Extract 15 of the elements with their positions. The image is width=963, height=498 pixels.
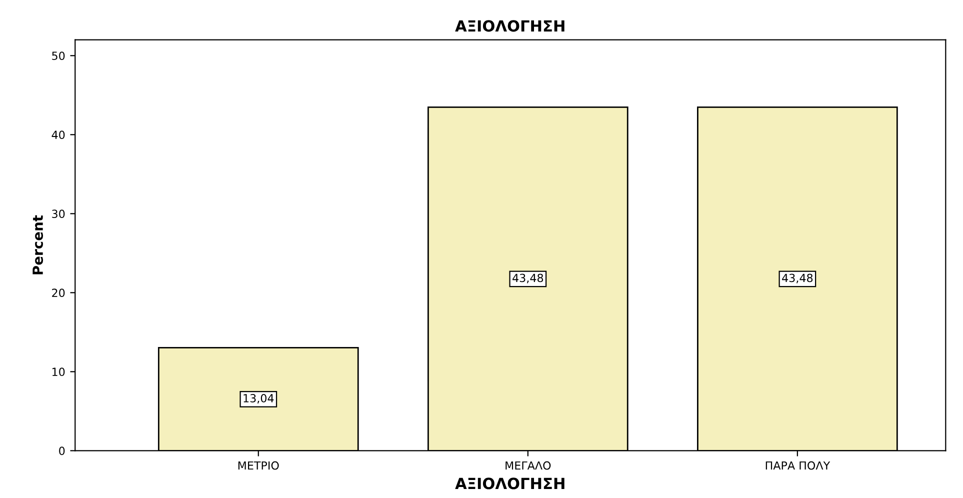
y-axis-title: Percent <box>32 215 44 274</box>
data-label: 13,04 <box>244 394 274 404</box>
y-tick-label: 40 <box>52 130 65 140</box>
x-tick-label: ΜΕΓΑΛΟ <box>506 461 551 470</box>
chart-title: ΑΞΙΟΛΟΓΗΣΗ <box>455 20 564 32</box>
data-label: 43,48 <box>512 274 544 284</box>
y-tick-label: 10 <box>52 368 65 376</box>
y-tick-label: 50 <box>52 52 65 60</box>
x-axis-title: ΑΞΙΟΛΟΓΗΣΗ <box>455 478 564 490</box>
data-label: 43,48 <box>782 274 813 284</box>
y-tick-label: 30 <box>52 210 65 218</box>
x-tick-label: ΜΕΤΡΙΟ <box>238 461 279 470</box>
x-tick-label: ΠΑΡΑ ΠΟΛΥ <box>766 461 830 470</box>
y-tick-label: 20 <box>52 288 65 298</box>
y-tick-label: 0 <box>59 446 65 456</box>
